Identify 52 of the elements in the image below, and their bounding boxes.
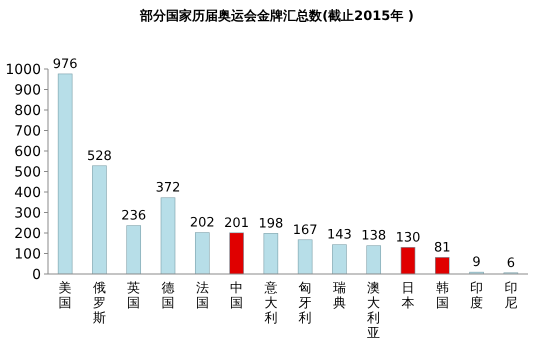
x-tick-label: 英国 [127,281,140,311]
x-tick-label: 意大利 [263,281,278,326]
y-tick-label: 500 [14,164,41,180]
data-label: 201 [224,216,249,231]
x-tick-label: 法国 [196,281,209,311]
data-label: 143 [327,228,352,243]
y-tick-label: 0 [32,267,41,283]
bar [366,245,382,274]
x-tick-label: 印尼 [504,281,518,311]
bar [264,233,278,274]
data-label: 372 [156,180,180,196]
bar [58,74,72,274]
y-tick-label: 1000 [5,62,41,78]
x-tick-label: 美国 [58,280,72,311]
y-tick-label: 900 [14,82,41,98]
x-tick-label: 俄罗斯 [92,281,106,326]
data-label: 9 [472,255,481,270]
x-tick-label: 韩国 [436,281,449,311]
x-tick-label: 德国 [162,281,174,311]
data-label: 167 [292,222,318,238]
bar [194,232,210,274]
bar [229,232,244,274]
x-tick-label: 印度 [470,281,484,311]
y-tick-label: 200 [14,226,41,242]
y-tick-label: 800 [14,103,41,119]
data-label: 202 [190,216,215,231]
x-tick-label: 日本 [402,281,414,311]
y-tick-label: 600 [14,144,41,160]
data-label: 198 [258,216,284,232]
bar [92,165,107,274]
data-label: 528 [87,148,112,164]
bar [434,257,450,274]
y-tick-label: 700 [14,124,41,140]
data-label: 138 [361,228,386,244]
y-tick-label: 400 [14,185,41,201]
bar [400,247,416,274]
x-tick-label: 匈牙利 [298,281,312,326]
data-label: 81 [434,240,451,256]
y-tick-label: 100 [14,246,41,262]
x-tick-label: 中国 [230,281,244,311]
bar [160,197,176,274]
x-tick-label: 澳大利亚 [367,281,380,341]
x-tick-label: 瑞典 [332,281,346,311]
y-tick-label: 300 [14,206,41,222]
data-label: 236 [121,208,146,224]
data-label: 976 [52,56,78,72]
data-label: 130 [396,230,420,246]
data-label: 6 [506,256,515,271]
bar [126,225,142,274]
title: 部分国家历届奥运会金牌汇总数(截止2015年 ) [140,9,414,24]
bar [332,244,347,274]
bar [298,239,312,274]
